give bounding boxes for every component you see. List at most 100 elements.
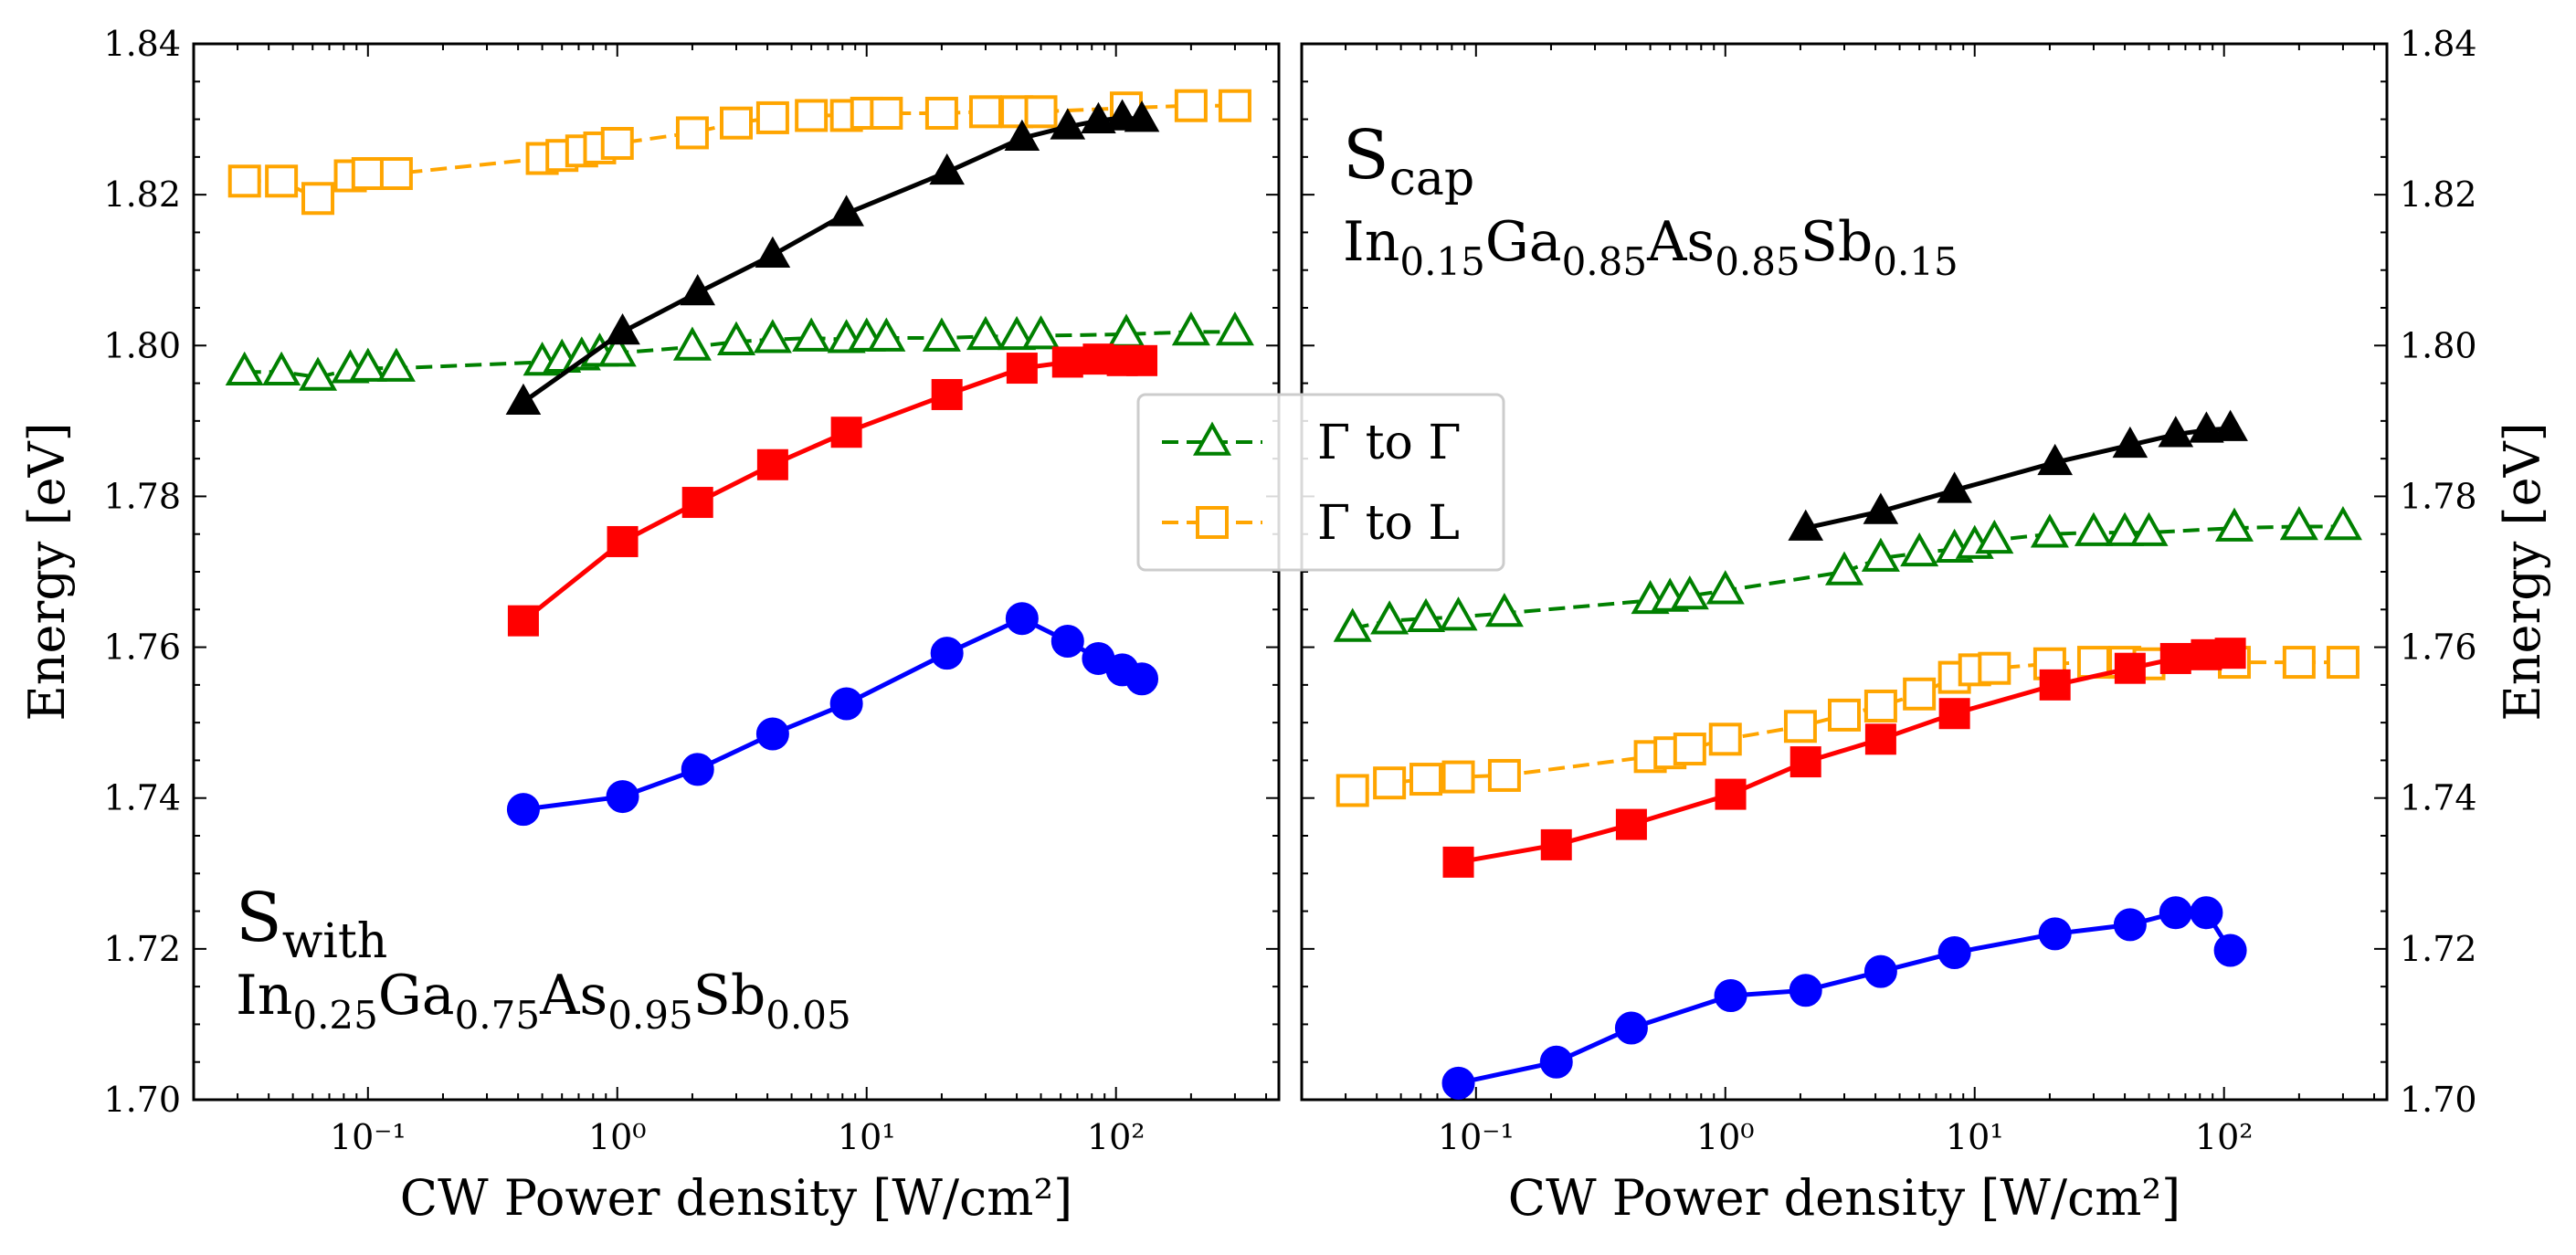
data-point bbox=[929, 153, 965, 185]
x-tick-label: 10¹ bbox=[838, 1117, 896, 1157]
data-point bbox=[1106, 313, 1146, 348]
y-tick-label: 1.82 bbox=[2400, 174, 2477, 215]
data-point bbox=[1714, 979, 1747, 1013]
data-point bbox=[1409, 763, 1443, 796]
data-point bbox=[2114, 652, 2146, 684]
data-point bbox=[829, 195, 864, 227]
data-point bbox=[968, 95, 1002, 129]
data-point bbox=[1861, 537, 1900, 572]
data-point bbox=[265, 164, 299, 198]
data-point bbox=[379, 157, 413, 191]
data-point bbox=[1615, 808, 1647, 840]
data-point bbox=[2282, 646, 2316, 680]
data-point bbox=[1705, 570, 1745, 605]
x-tick-label: 10⁰ bbox=[1696, 1117, 1755, 1157]
data-point bbox=[1824, 551, 1864, 585]
data-point bbox=[505, 383, 542, 416]
data-point bbox=[1863, 689, 1897, 722]
data-point bbox=[600, 126, 634, 160]
x-tick-label: 10² bbox=[2195, 1117, 2254, 1157]
data-point bbox=[1370, 600, 1409, 635]
data-point bbox=[1125, 662, 1159, 696]
data-point bbox=[2214, 638, 2246, 670]
data-point bbox=[2213, 933, 2247, 967]
data-point bbox=[351, 157, 385, 191]
data-point bbox=[716, 321, 756, 355]
series-4 bbox=[506, 602, 1159, 827]
legend: Γ to Γ Γ to L bbox=[1136, 393, 1505, 572]
data-point bbox=[1336, 774, 1369, 807]
data-point bbox=[2037, 443, 2073, 476]
legend-marker bbox=[1196, 506, 1229, 539]
x-axis-label: CW Power density [W/cm²] bbox=[400, 1169, 1072, 1227]
data-point bbox=[1005, 602, 1039, 636]
data-point bbox=[1171, 311, 1210, 346]
data-point bbox=[2326, 646, 2360, 680]
data-point bbox=[830, 417, 862, 448]
series-4 bbox=[1441, 896, 2247, 1100]
data-point bbox=[1487, 758, 1521, 792]
data-point bbox=[755, 236, 791, 268]
data-point bbox=[1670, 575, 1709, 610]
left-panel: 1.70 1.72 1.74 1.76 1.78 1.80 1.82 1.84 10⁻¹ 10⁰ 1… bbox=[18, 24, 1281, 1227]
data-point bbox=[301, 182, 335, 216]
data-point bbox=[1006, 353, 1038, 385]
data-point bbox=[756, 448, 788, 480]
data-point bbox=[924, 96, 958, 130]
legend-label: Γ to L bbox=[1317, 496, 1460, 551]
series-2 bbox=[1788, 409, 2248, 541]
sample-name: Swith bbox=[236, 879, 387, 969]
data-point bbox=[1406, 597, 1446, 632]
data-point bbox=[2159, 896, 2192, 930]
data-point bbox=[262, 351, 301, 385]
data-point bbox=[1863, 954, 1897, 988]
data-point bbox=[1783, 710, 1817, 744]
data-point bbox=[2190, 896, 2223, 930]
data-point bbox=[680, 274, 716, 306]
x-tick-label: 10⁻¹ bbox=[330, 1117, 406, 1157]
y-tick-label: 1.70 bbox=[2400, 1080, 2477, 1120]
legend-marker bbox=[1192, 421, 1232, 456]
data-point bbox=[1126, 344, 1158, 376]
series-0 bbox=[225, 311, 1254, 391]
data-point bbox=[2279, 505, 2318, 541]
data-point bbox=[606, 780, 639, 814]
data-point bbox=[2129, 511, 2169, 546]
data-point bbox=[720, 106, 753, 140]
data-point bbox=[755, 717, 789, 751]
series-line bbox=[1458, 650, 2231, 865]
data-point bbox=[675, 116, 709, 150]
data-point bbox=[1614, 1011, 1648, 1045]
data-point bbox=[998, 315, 1037, 351]
data-point bbox=[753, 319, 792, 353]
series-3 bbox=[1442, 638, 2246, 878]
composition: In0.15Ga0.85As0.85Sb0.15 bbox=[1343, 210, 1958, 284]
data-point bbox=[2189, 411, 2224, 443]
data-point bbox=[1004, 119, 1040, 152]
data-point bbox=[1050, 624, 1084, 658]
data-point bbox=[795, 99, 829, 132]
data-point bbox=[1021, 315, 1061, 350]
legend-box bbox=[1136, 393, 1505, 572]
data-point bbox=[1789, 974, 1822, 1007]
data-point bbox=[672, 326, 712, 361]
data-point bbox=[1215, 311, 1254, 346]
data-point bbox=[792, 317, 831, 352]
data-point bbox=[1900, 532, 1939, 567]
data-point bbox=[1484, 592, 1524, 628]
legend-label: Γ to Γ bbox=[1317, 416, 1461, 470]
x-axis-label: CW Power density [W/cm²] bbox=[1508, 1169, 2180, 1227]
data-point bbox=[2214, 507, 2254, 542]
data-point bbox=[2212, 409, 2248, 441]
data-point bbox=[607, 525, 639, 557]
y-axis-label: Energy [eV] bbox=[18, 422, 76, 721]
data-point bbox=[227, 164, 261, 198]
data-point bbox=[2323, 505, 2362, 541]
data-point bbox=[2039, 669, 2071, 701]
series-line bbox=[1352, 524, 2343, 630]
data-point bbox=[2158, 416, 2194, 448]
data-point bbox=[1439, 596, 1478, 631]
data-point bbox=[1828, 698, 1861, 732]
series-1 bbox=[1336, 646, 2360, 807]
data-point bbox=[2074, 511, 2113, 546]
